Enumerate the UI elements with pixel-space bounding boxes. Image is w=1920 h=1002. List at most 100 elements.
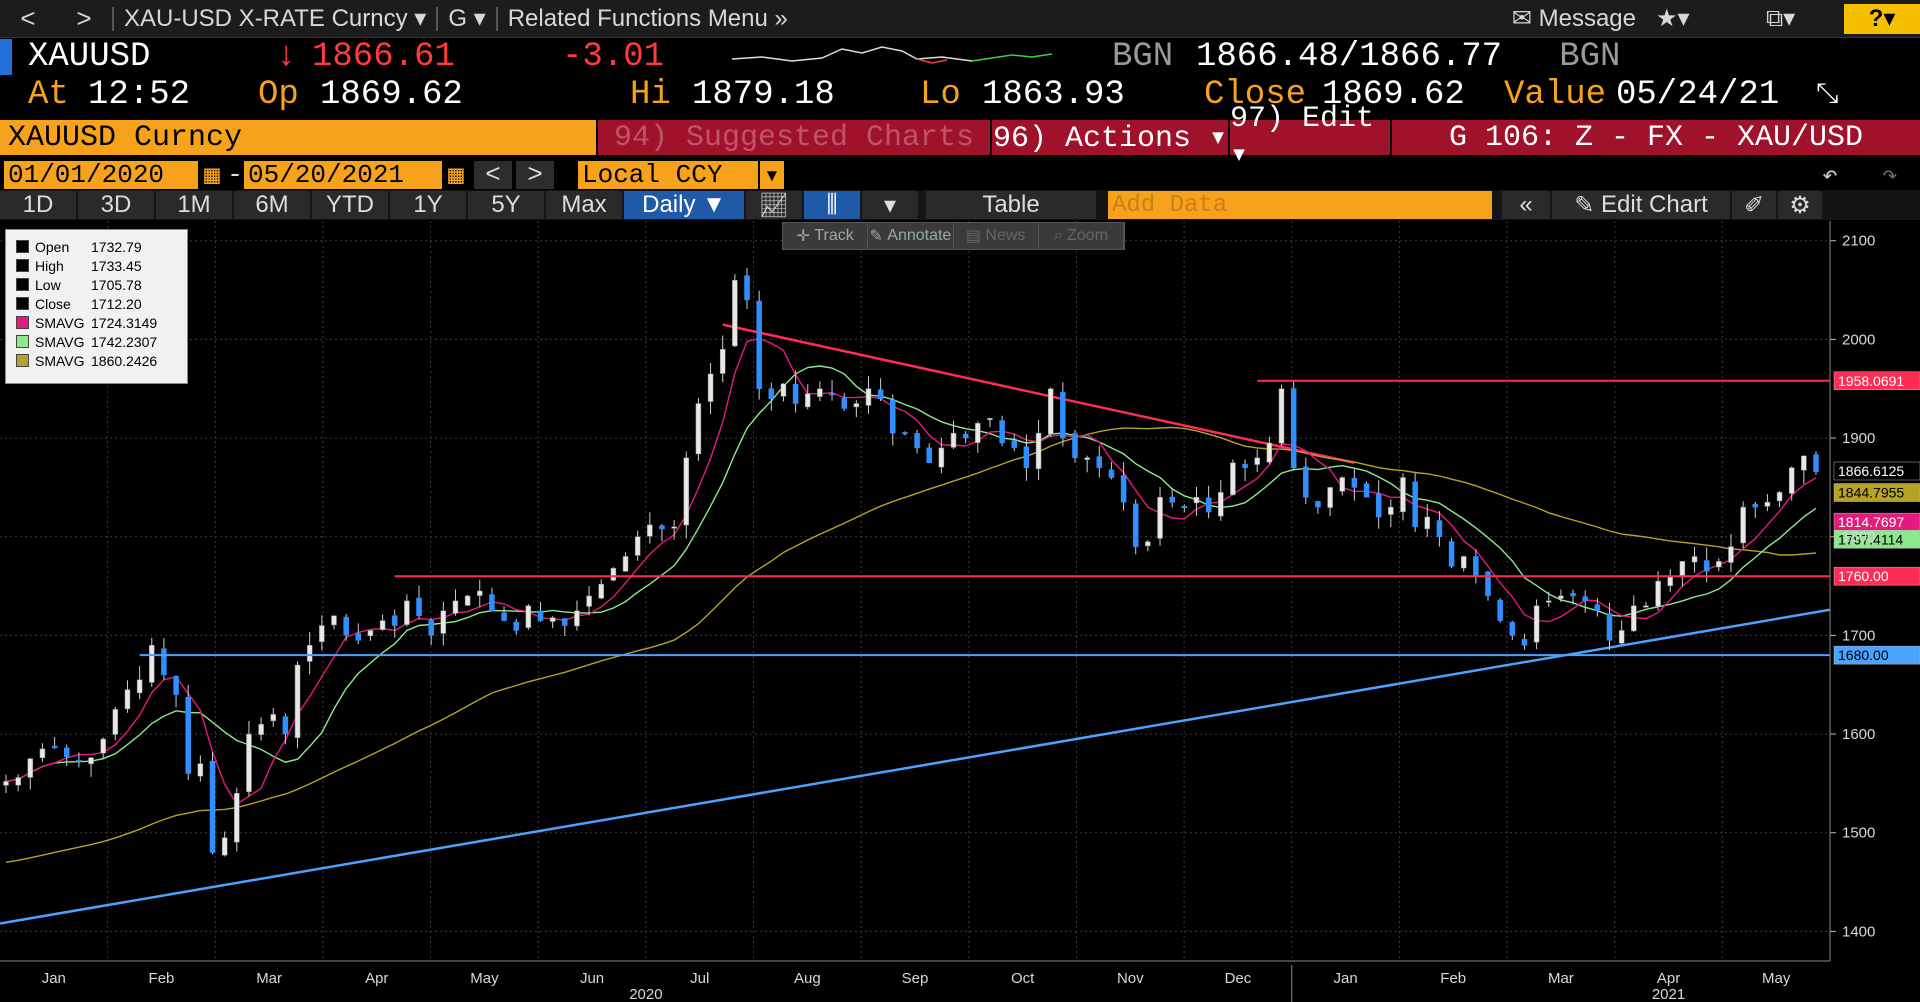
candlestick-icon[interactable]: ⫼ [804,191,860,219]
function-menu[interactable]: G ▾ [438,0,495,37]
legend-name: High [35,257,64,274]
redo-icon[interactable]: ↷ [1882,160,1898,191]
candle-body [1181,506,1188,509]
chart-type-dropdown-icon[interactable]: ▾ [862,191,918,219]
period-1d[interactable]: 1D [0,191,76,219]
security-menu[interactable]: XAU-USD X-RATE Curncy ▾ [114,0,436,37]
candle-body [1363,483,1370,498]
candle-body [841,398,847,409]
period-6m[interactable]: 6M [234,191,310,219]
news-tool[interactable]: ▤ News [954,223,1039,249]
candle-body [404,600,410,625]
candle-body [27,758,34,778]
candle-body [1266,442,1273,463]
horizontal-lines: 1958.0691 1866.6125 1844.7955 1814.76971797… [139,371,1920,665]
candle-body [246,733,252,793]
candle-body [610,568,617,581]
candle-body [804,393,811,408]
candle-body [877,389,884,399]
candle-body [1655,580,1661,607]
candle-body [780,383,787,397]
currency-select[interactable]: Local CCY [578,160,758,190]
suggested-charts-button[interactable]: 94) Suggested Charts [596,120,990,155]
track-tool[interactable]: ✛ Track [783,223,869,249]
gear-icon[interactable]: ⚙ [1778,191,1822,219]
period-ytd[interactable]: YTD [312,191,388,219]
collapse-button[interactable]: « [1502,191,1550,219]
calendar-icon[interactable]: ▦ [448,160,464,191]
candle-body [489,594,495,611]
frequency-select[interactable]: Daily ▼ [624,191,744,219]
back-button[interactable]: < [20,3,36,33]
x-tick-label: Jan [42,970,66,987]
calendar-icon[interactable]: ▦ [204,160,220,191]
candle-body [1351,477,1358,488]
down-arrow-icon: ↓ [276,38,297,76]
forward-button[interactable]: > [76,3,92,33]
x-tick-label: Oct [1011,970,1035,987]
message-button[interactable]: ✉ Message [1502,0,1646,37]
legend-swatch [16,354,29,367]
candles [3,267,1819,857]
candle-body [1473,556,1479,577]
annotate-icon[interactable]: ✐ [1732,191,1776,219]
candle-body [1218,492,1224,517]
price-tag-label: 1797.4114 [1838,531,1903,547]
period-1y[interactable]: 1Y [390,191,466,219]
candle-body [1412,481,1418,528]
zoom-tool[interactable]: ⌕ Zoom [1039,223,1124,249]
help-button[interactable]: ? ▾ [1844,3,1920,34]
legend-name: SMAVG [35,352,85,369]
trendlines [0,323,1831,925]
dropdown-icon[interactable]: ▾ [760,161,784,191]
price-tag-label: 1760.00 [1838,568,1889,584]
related-functions-menu[interactable]: Related Functions Menu » [498,0,798,37]
sma-short-line [5,337,1817,806]
start-date-field[interactable]: 01/01/2020 [4,160,198,190]
track-label: Track [814,227,854,244]
price-tag-label: 1680.00 [1838,647,1889,663]
legend-row: Low 1705.78 [16,275,187,294]
add-data-field[interactable]: Add Data [1108,191,1492,219]
legend-swatch [16,259,29,272]
line-chart-icon[interactable]: 📈︎ [746,191,802,219]
candle-body [853,403,860,408]
annotate-tool[interactable]: ✎ Annotate [868,223,954,249]
candle-body [671,526,677,529]
period-1m[interactable]: 1M [156,191,232,219]
legend-row: Close 1712.20 [16,294,187,313]
expand-icon[interactable]: ⤡ [1816,80,1839,111]
pencil-icon: ✎ [869,228,888,245]
window-icon[interactable]: ⧉▾ [1766,5,1796,32]
price-chart[interactable]: 1958.0691 1866.6125 1844.7955 1814.76971797… [0,221,1920,1002]
x-tick-label: Dec [1225,970,1252,987]
edit-chart-button[interactable]: ✎ Edit Chart [1552,191,1730,219]
x-tick-label: Jul [690,970,709,987]
star-icon[interactable]: ★▾ [1656,5,1690,32]
candle-body [950,432,957,448]
end-date-field[interactable]: 05/20/2021 [244,160,442,190]
candle-body [707,373,714,402]
period-3d[interactable]: 3D [78,191,154,219]
candle-body [209,760,216,853]
x-tick-label: Sep [902,970,929,987]
candle-body [1375,493,1382,518]
table-button[interactable]: Table [926,191,1096,219]
undo-icon[interactable]: ↶ [1822,160,1838,191]
legend-value: 1733.45 [91,257,142,274]
period-5y[interactable]: 5Y [468,191,544,219]
crosshair-icon: ✛ [796,228,815,245]
period-max[interactable]: Max [546,191,622,219]
x-tick-label: Apr [365,970,388,987]
sparkline [731,39,1112,75]
edit-menu[interactable]: 97) Edit ▾ [1228,102,1390,173]
actions-menu[interactable]: 96) Actions ▾ [990,120,1228,156]
candle-body [513,621,519,631]
x-tick-label: May [470,970,499,987]
last-price: 1866.61 [312,38,455,76]
candle-body [1485,571,1491,597]
candle-body [270,714,276,722]
y-tick-label: 1500 [1842,825,1875,842]
prev-range-button[interactable]: < [474,160,512,190]
next-range-button[interactable]: > [516,160,554,190]
